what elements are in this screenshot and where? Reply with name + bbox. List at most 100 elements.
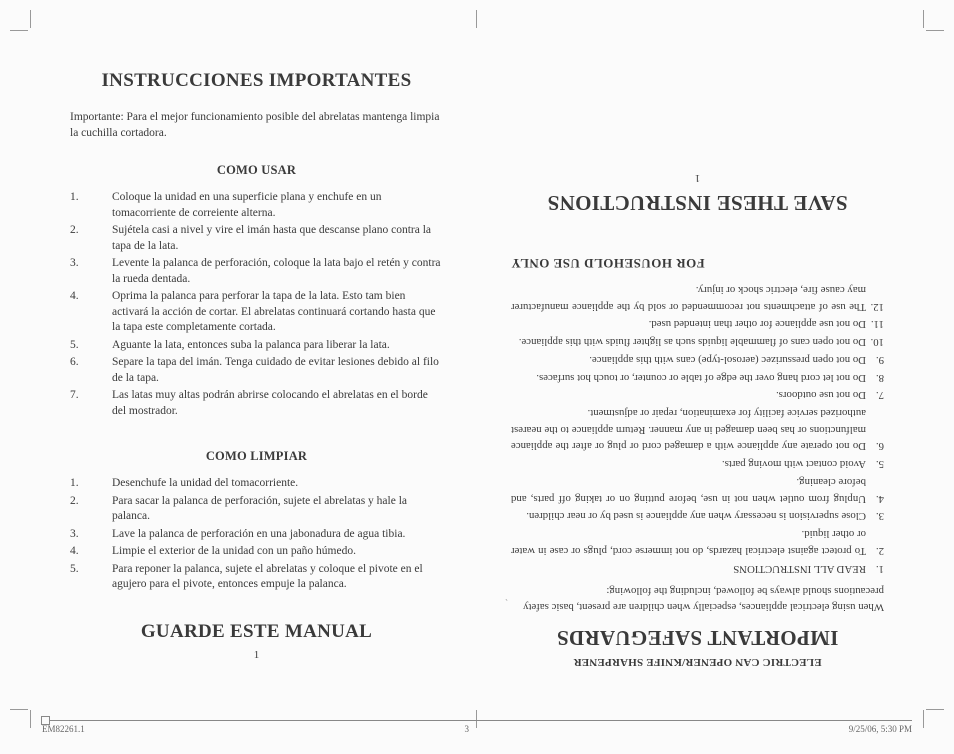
como-usar-heading: COMO USAR [70, 163, 443, 178]
crop-mark [926, 30, 944, 31]
list-item: 3.Close supervision is necessary when an… [511, 508, 884, 525]
como-usar-list: 1.Coloque la unidad en una superficie pl… [70, 190, 443, 419]
list-item: 4.Limpie el exterior de la unidad con un… [70, 544, 443, 560]
right-pagenum: 1 [511, 172, 884, 184]
crop-mark [926, 709, 944, 710]
list-item: 12.The use of attachments not recommende… [511, 281, 884, 314]
list-item: 6.Do not operate any appliance with a da… [511, 404, 884, 454]
list-text: Aguante la lata, entonces suba la palanc… [112, 338, 443, 354]
list-text: To protect against electrical hazards, d… [511, 525, 866, 558]
page-spread: INSTRUCCIONES IMPORTANTES Importante: Pa… [36, 36, 918, 702]
list-number: 12. [866, 281, 884, 314]
left-closing: GUARDE ESTE MANUAL [70, 621, 443, 643]
list-item: 7.Las latas muy altas podrán abrirse col… [70, 388, 443, 419]
list-text: Sujétela casi a nivel y vire el imán has… [112, 223, 443, 254]
list-item: 8.Do not let cord hang over the edge of … [511, 369, 884, 386]
list-text: Do not operate any appliance with a dama… [511, 404, 866, 454]
list-item: 9.Do not open pressurizec (aerosol-type)… [511, 351, 884, 368]
list-text: Do not use outdoors. [511, 387, 866, 404]
list-number: 3. [70, 527, 112, 543]
list-text: Avoid contact with moving parts. [511, 455, 866, 472]
list-text: READ ALL INSTRUCTIONS [511, 560, 866, 577]
left-page: INSTRUCCIONES IMPORTANTES Importante: Pa… [36, 36, 477, 702]
right-title: IMPORTANT SAFEGUARDS [511, 625, 884, 650]
list-item: 10.Do not open cans of flammable liquids… [511, 333, 884, 350]
list-number: 1. [70, 190, 112, 221]
list-number: 1. [866, 560, 884, 577]
list-item: 3.Levente la palanca de perforación, col… [70, 256, 443, 287]
como-limpiar-heading: COMO LIMPIAR [70, 449, 443, 464]
list-item: 11.Do not use appliance for other than i… [511, 316, 884, 333]
list-text: Levente la palanca de perforación, coloq… [112, 256, 443, 287]
list-text: Do not use appliance for other than inte… [511, 316, 866, 333]
list-text: Unplug from outlet when not in use, befo… [511, 473, 866, 506]
list-item: 1.READ ALL INSTRUCTIONS [511, 560, 884, 577]
footer-page: 3 [464, 724, 469, 734]
list-number: 6. [866, 404, 884, 454]
safeguards-list: 1.READ ALL INSTRUCTIONS2.To protect agai… [511, 281, 884, 576]
list-text: Para reponer la palanca, sujete el abrel… [112, 562, 443, 593]
list-item: 2.Para sacar la palanca de perforación, … [70, 494, 443, 525]
list-number: 4. [866, 473, 884, 506]
right-page-rotated: ELECTRIC CAN OPENER/KNIFE SHARPENER IMPO… [477, 36, 918, 702]
list-text: Oprima la palanca para perforar la tapa … [112, 289, 443, 336]
footer-file: EM82261.1 [42, 724, 85, 734]
list-item: 4.Oprima la palanca para perforar la tap… [70, 289, 443, 336]
list-text: Coloque la unidad en una superficie plan… [112, 190, 443, 221]
list-item: 1.Coloque la unidad en una superficie pl… [70, 190, 443, 221]
crop-mark [30, 710, 31, 728]
list-item: 5.Avoid contact with moving parts. [511, 455, 884, 472]
list-number: 7. [70, 388, 112, 419]
list-item: 1.Desenchufe la unidad del tomacorriente… [70, 476, 443, 492]
list-number: 8. [866, 369, 884, 386]
registration-box-icon [41, 716, 50, 725]
left-intro: Importante: Para el mejor funcionamiento… [70, 110, 443, 141]
list-item: 5.Para reponer la palanca, sujete el abr… [70, 562, 443, 593]
crop-mark [923, 710, 924, 728]
right-closing: SAVE THESE INSTRUCTIONS [511, 190, 884, 215]
left-pagenum: 1 [70, 649, 443, 661]
list-item: 2.To protect against electrical hazards,… [511, 525, 884, 558]
right-intro: When using electrical appliances, especi… [511, 583, 884, 615]
list-item: 6.Separe la tapa del imán. Tenga cuidado… [70, 355, 443, 386]
list-text: Lave la palanca de perforación en una ja… [112, 527, 443, 543]
list-number: 2. [70, 494, 112, 525]
list-number: 4. [70, 289, 112, 336]
list-number: 9. [866, 351, 884, 368]
list-text: Para sacar la palanca de perforación, su… [112, 494, 443, 525]
list-number: 2. [866, 525, 884, 558]
list-item: 5.Aguante la lata, entonces suba la pala… [70, 338, 443, 354]
list-number: 6. [70, 355, 112, 386]
list-item: 4.Unplug from outlet when not in use, be… [511, 473, 884, 506]
list-text: Do not open pressurizec (aerosol-type) c… [511, 351, 866, 368]
list-text: Do not open cans of flammable liquids su… [511, 333, 866, 350]
list-number: 3. [866, 508, 884, 525]
list-item: 7.Do not use outdoors. [511, 387, 884, 404]
list-text: Separe la tapa del imán. Tenga cuidado d… [112, 355, 443, 386]
crop-mark [923, 10, 924, 28]
footer-timestamp: 9/25/06, 5:30 PM [849, 724, 912, 734]
crop-mark [10, 709, 28, 710]
list-text: Desenchufe la unidad del tomacorriente. [112, 476, 443, 492]
household-line: FOR HOUSEHOLD USE ONLY [511, 255, 884, 271]
list-number: 11. [866, 316, 884, 333]
imposition-footer: EM82261.1 3 9/25/06, 5:30 PM [42, 720, 912, 734]
list-item: 2.Sujétela casi a nivel y vire el imán h… [70, 223, 443, 254]
left-title: INSTRUCCIONES IMPORTANTES [70, 70, 443, 92]
list-number: 2. [70, 223, 112, 254]
list-text: Do not let cord hang over the edge of ta… [511, 369, 866, 386]
list-number: 10. [866, 333, 884, 350]
crop-mark [476, 10, 477, 28]
list-number: 5. [70, 562, 112, 593]
list-text: Limpie el exterior de la unidad con un p… [112, 544, 443, 560]
list-text: The use of attachments not recommended o… [511, 281, 866, 314]
stray-tick-mark: ` [505, 592, 508, 602]
list-number: 7. [866, 387, 884, 404]
list-number: 5. [866, 455, 884, 472]
list-text: Las latas muy altas podrán abrirse coloc… [112, 388, 443, 419]
list-number: 5. [70, 338, 112, 354]
list-text: Close supervision is necessary when any … [511, 508, 866, 525]
list-number: 1. [70, 476, 112, 492]
product-line: ELECTRIC CAN OPENER/KNIFE SHARPENER [511, 656, 884, 668]
crop-mark [30, 10, 31, 28]
